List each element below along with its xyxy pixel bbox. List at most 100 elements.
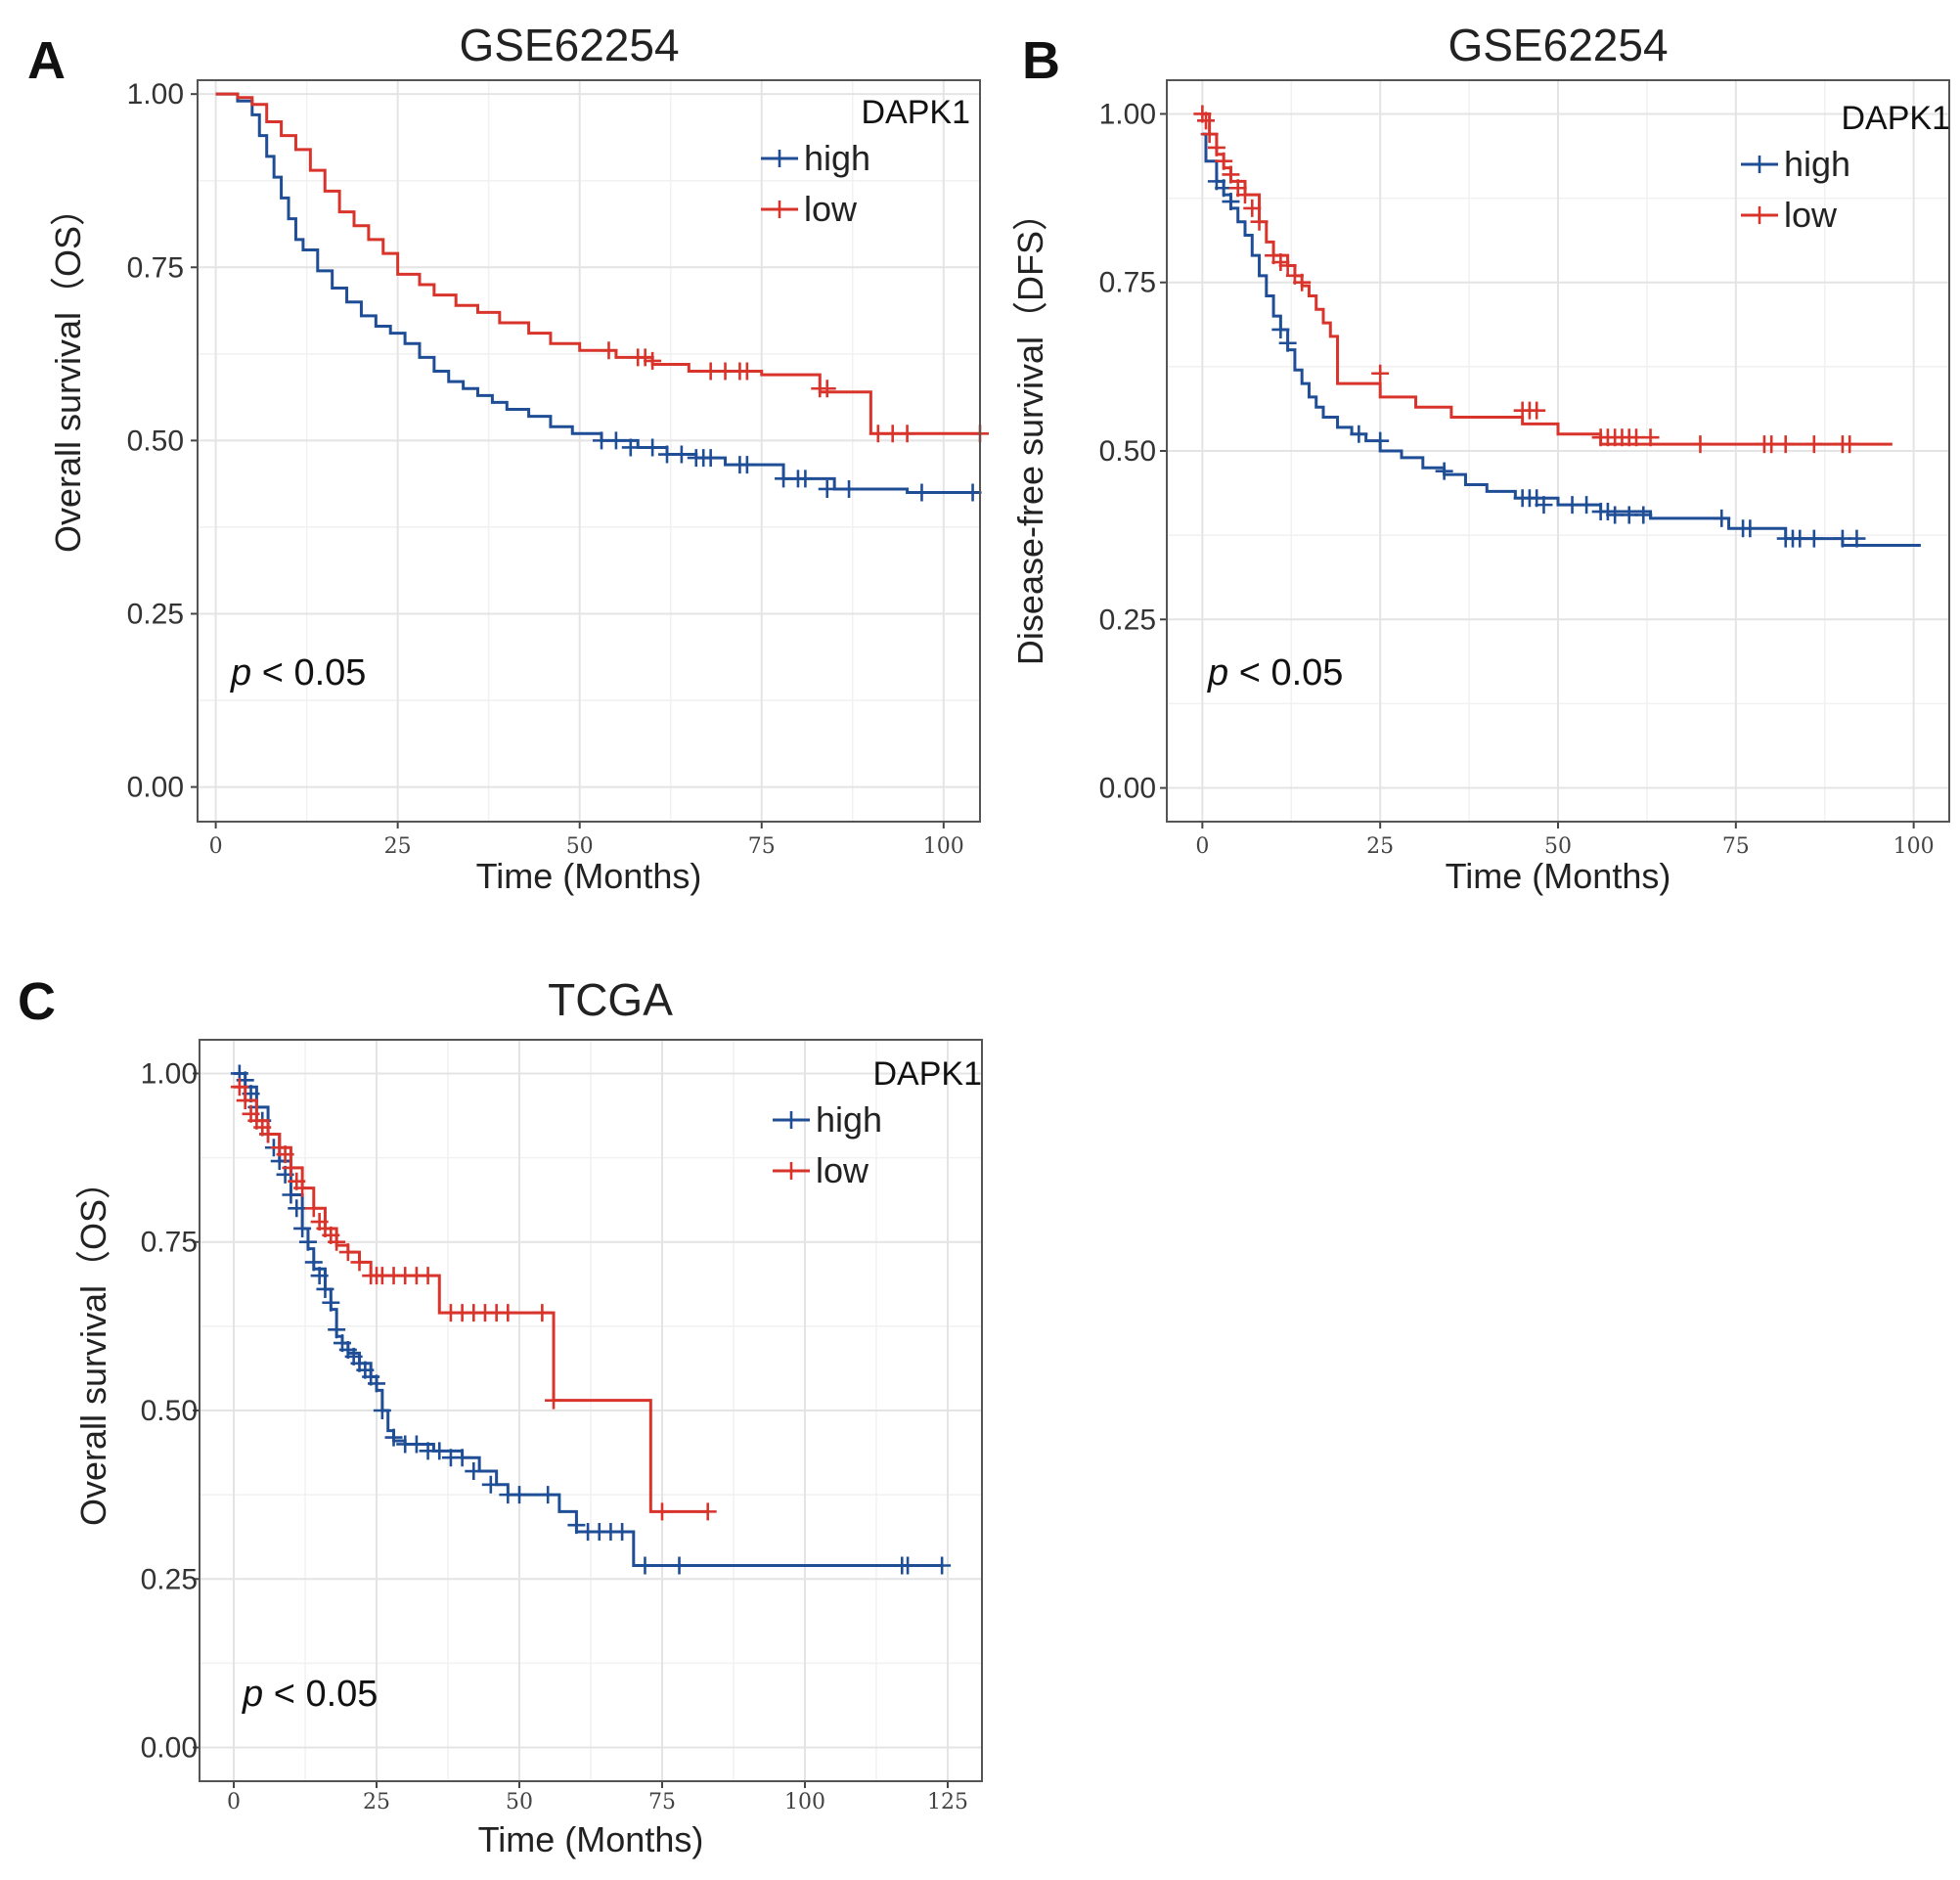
legend-key-censor-high xyxy=(1752,156,1767,173)
censor-mark-low xyxy=(644,351,662,370)
censor-mark-low xyxy=(1371,364,1390,382)
censor-mark-low xyxy=(1278,256,1297,275)
x-tick-label: 125 xyxy=(927,1790,968,1814)
censor-mark-low xyxy=(545,1391,563,1410)
censor-mark-high xyxy=(465,1462,483,1481)
censor-mark-low xyxy=(1691,435,1710,454)
censor-mark-high xyxy=(1535,496,1553,515)
censor-mark-low xyxy=(304,1199,323,1218)
censor-mark-low xyxy=(1250,212,1269,231)
censor-mark-high xyxy=(933,1556,952,1575)
chart-title: GSE62254 xyxy=(459,20,679,70)
censor-mark-low xyxy=(600,341,618,360)
censor-mark-high xyxy=(539,1486,557,1504)
survival-curve-high xyxy=(1202,132,1921,547)
censor-mark-high xyxy=(293,1219,312,1237)
legend-title: DAPK1 xyxy=(1842,100,1951,137)
censor-mark-high xyxy=(1634,506,1653,524)
censor-mark-high xyxy=(1578,496,1596,515)
censor-mark-high xyxy=(298,1232,317,1251)
p-value-text: < 0.05 xyxy=(251,652,366,694)
censor-mark-high xyxy=(288,1199,306,1218)
censor-mark-low xyxy=(1236,186,1254,204)
censor-mark-low xyxy=(293,1179,312,1197)
chart-title: TCGA xyxy=(548,974,673,1025)
censor-mark-high xyxy=(796,470,815,488)
p-value-annotation: p < 0.05 xyxy=(242,1674,378,1715)
censor-mark-high xyxy=(1741,519,1760,538)
censor-mark-high xyxy=(373,1402,391,1419)
legend-title: DAPK1 xyxy=(862,94,971,131)
censor-mark-high xyxy=(282,1186,300,1204)
y-tick-label: 0.25 xyxy=(1099,604,1156,636)
censor-mark-low xyxy=(1528,401,1546,420)
legend-label-high: high xyxy=(1784,144,1850,184)
p-value-text: < 0.05 xyxy=(1228,652,1343,694)
y-tick-label: 0.00 xyxy=(141,1732,198,1765)
censor-mark-low xyxy=(276,1145,294,1164)
censor-mark-high xyxy=(407,1435,425,1454)
censor-mark-high xyxy=(384,1428,403,1447)
y-tick-label: 0.00 xyxy=(127,772,184,804)
legend-label-low: low xyxy=(816,1150,869,1190)
x-tick-label: 50 xyxy=(1544,834,1572,859)
censor-mark-low xyxy=(533,1304,552,1322)
y-tick-label: 0.50 xyxy=(1099,435,1156,468)
x-tick-label: 0 xyxy=(209,834,223,859)
x-tick-label: 75 xyxy=(648,1790,676,1814)
censor-mark-high xyxy=(899,1556,917,1575)
censor-mark-low xyxy=(236,1092,254,1110)
y-tick-label: 0.75 xyxy=(127,251,184,284)
censor-mark-low xyxy=(1200,125,1219,144)
legend-label-high: high xyxy=(816,1099,882,1140)
censor-mark-low xyxy=(328,1232,346,1251)
y-tick-label: 0.50 xyxy=(127,425,184,457)
legend-key-censor-high xyxy=(783,1111,799,1129)
panel-letter: B xyxy=(1022,31,1060,90)
y-tick-label: 0.75 xyxy=(141,1227,198,1259)
censor-mark-high xyxy=(963,483,982,502)
x-tick-label: 25 xyxy=(1366,834,1394,859)
censor-mark-low xyxy=(898,425,916,443)
x-tick-label: 0 xyxy=(1195,834,1209,859)
legend-label-low: low xyxy=(804,189,858,229)
x-tick-label: 100 xyxy=(923,834,964,859)
series-high xyxy=(230,1064,952,1575)
censor-mark-low xyxy=(259,1125,278,1143)
censor-mark-low xyxy=(499,1304,517,1322)
x-tick-label: 25 xyxy=(384,834,412,859)
y-axis-label: Disease-free survival（DFS） xyxy=(1010,196,1050,665)
censor-mark-high xyxy=(368,1374,386,1393)
y-tick-label: 0.75 xyxy=(1099,267,1156,299)
p-value-annotation: p < 0.05 xyxy=(1207,652,1343,694)
censor-mark-high xyxy=(701,449,720,468)
x-tick-label: 75 xyxy=(748,834,776,859)
legend: DAPK1 high low xyxy=(761,94,970,229)
legend-key-censor-low xyxy=(1752,206,1767,224)
censor-mark-low xyxy=(230,1078,248,1097)
censor-mark-high xyxy=(670,1556,689,1575)
series-low xyxy=(1193,105,1893,454)
p-value-annotation: p < 0.05 xyxy=(230,652,366,694)
censor-mark-high xyxy=(913,483,931,502)
panel-c: 0.00 0.25 0.50 0.75 1.00 0 25 50 75 100 125 C TCGA Ti… xyxy=(18,972,983,1859)
legend-title: DAPK1 xyxy=(873,1055,983,1093)
x-tick-label: 100 xyxy=(1893,834,1935,859)
p-value-symbol: p xyxy=(242,1674,263,1715)
censor-mark-low xyxy=(636,348,654,367)
censor-mark-low xyxy=(818,380,836,398)
censor-mark-low xyxy=(698,1502,717,1521)
censor-mark-low xyxy=(1197,112,1215,130)
censor-mark-high xyxy=(1848,529,1866,548)
x-tick-label: 50 xyxy=(506,1790,533,1814)
y-tick-label: 1.00 xyxy=(141,1057,198,1090)
censor-mark-low xyxy=(1804,435,1823,454)
censor-mark-high xyxy=(613,1523,632,1542)
legend-label-high: high xyxy=(804,138,870,178)
censor-mark-high xyxy=(1278,334,1297,352)
p-value-symbol: p xyxy=(1207,652,1228,694)
censor-mark-high xyxy=(606,431,625,450)
censor-mark-low xyxy=(282,1158,300,1177)
survival-curve-low xyxy=(215,92,980,435)
x-axis-label: Time (Months) xyxy=(478,1819,704,1859)
